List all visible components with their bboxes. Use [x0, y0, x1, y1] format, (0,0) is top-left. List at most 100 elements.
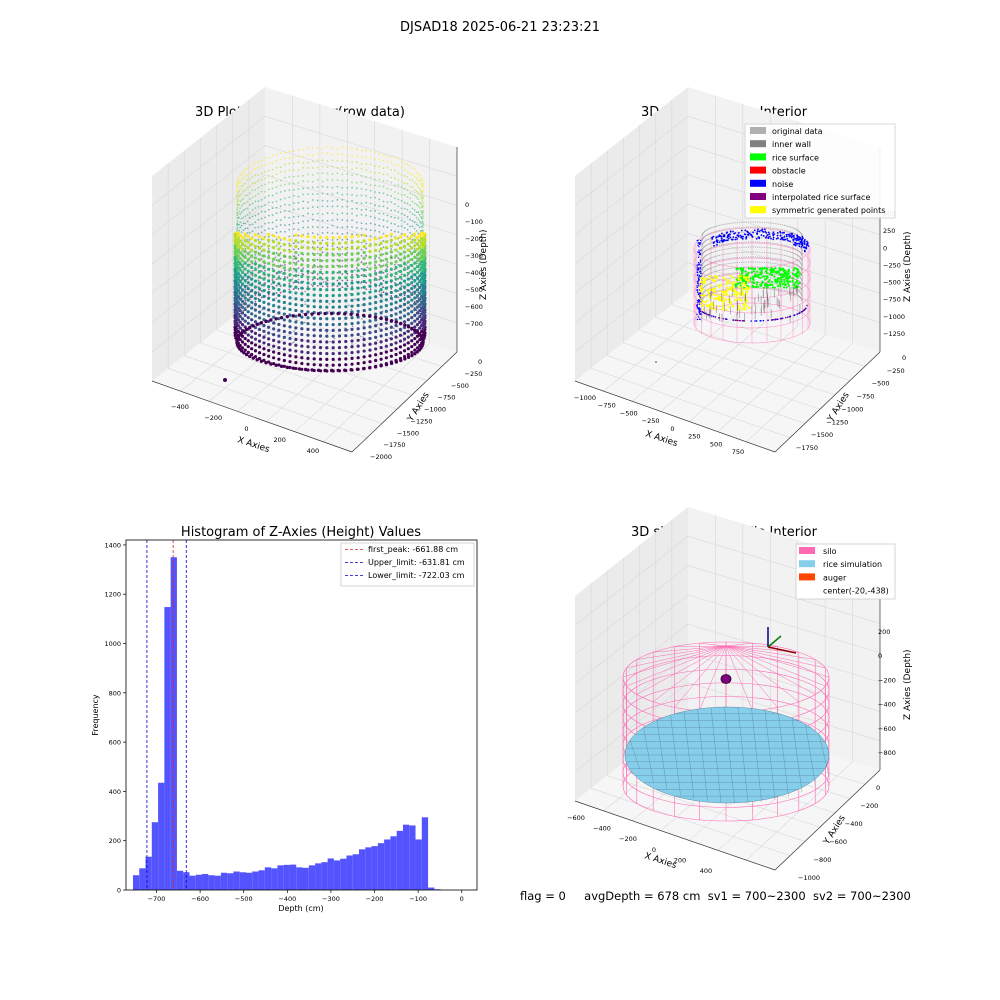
data-point — [410, 353, 414, 358]
data-point — [311, 186, 314, 189]
legend-label: original data — [772, 127, 823, 136]
data-point — [264, 319, 268, 324]
inner-wall-point — [774, 277, 776, 280]
inner-wall-point — [750, 256, 752, 258]
noise-point — [696, 268, 699, 270]
data-point — [418, 187, 421, 190]
data-point — [351, 194, 353, 196]
data-point — [410, 234, 414, 238]
data-point — [237, 185, 240, 188]
inner-wall-point — [801, 270, 803, 272]
data-point — [288, 336, 292, 341]
inner-wall-point — [765, 247, 768, 249]
grid-line — [168, 368, 368, 438]
data-point — [403, 182, 406, 185]
data-point — [254, 253, 257, 256]
x-tick-label: 0 — [244, 425, 248, 433]
data-point — [246, 333, 250, 337]
data-point — [312, 287, 316, 291]
data-point — [394, 352, 398, 357]
data-point — [374, 229, 376, 232]
grid-line — [574, 116, 689, 206]
inner-wall-point — [726, 273, 728, 275]
data-point — [306, 345, 310, 349]
noise-point — [801, 237, 804, 240]
data-point — [378, 165, 381, 168]
data-point — [344, 258, 348, 262]
data-point — [415, 241, 420, 246]
inner-wall-point — [801, 255, 803, 257]
data-point — [312, 276, 316, 280]
data-point — [238, 314, 242, 319]
symmetric-point — [747, 275, 750, 279]
classify-plot-points — [655, 221, 811, 363]
noise-point — [726, 239, 729, 242]
data-point — [421, 179, 424, 182]
inner-wall-point — [768, 267, 770, 269]
histogram-bar — [277, 865, 284, 890]
data-point — [302, 155, 305, 158]
symmetric-point — [745, 287, 748, 290]
rice-surface-point — [752, 285, 755, 288]
data-point — [421, 234, 425, 238]
data-point — [420, 260, 424, 264]
data-point — [310, 272, 312, 274]
symmetric-point — [727, 306, 730, 309]
silo-roof-line — [626, 645, 727, 669]
symmetric-point — [741, 292, 744, 296]
data-point — [421, 275, 425, 279]
symmetric-point — [709, 277, 712, 280]
rice-surface-point — [770, 274, 774, 277]
data-point — [292, 242, 295, 245]
data-point — [311, 232, 314, 235]
interpolated-point — [705, 312, 707, 315]
inner-wall-point — [801, 265, 803, 267]
noise-point — [700, 272, 702, 275]
data-point — [248, 251, 251, 254]
noise-point — [795, 238, 797, 240]
data-point — [362, 326, 366, 330]
inner-wall-point — [717, 245, 719, 247]
data-point — [297, 247, 300, 250]
data-point — [236, 312, 240, 316]
inner-wall-point — [743, 246, 745, 248]
data-point — [318, 259, 323, 263]
data-point — [386, 207, 389, 209]
data-point — [418, 314, 422, 319]
rice-surface-point — [781, 275, 785, 279]
symmetric-point — [719, 283, 722, 286]
data-point — [379, 235, 383, 240]
data-point — [325, 235, 329, 240]
inner-wall-point — [801, 250, 803, 252]
data-point — [411, 207, 414, 210]
y-tick-label: −2000 — [370, 453, 392, 461]
data-point — [302, 174, 305, 177]
inner-wall-point — [772, 252, 774, 254]
data-point — [384, 350, 388, 354]
symmetric-point — [724, 278, 727, 281]
inner-wall-point — [763, 241, 765, 244]
data-point — [384, 280, 388, 284]
inner-wall-point — [704, 290, 706, 292]
noise-point — [779, 234, 782, 237]
data-point — [350, 252, 354, 256]
data-point — [365, 262, 368, 265]
rice-surface-point — [739, 281, 742, 285]
data-point — [391, 334, 394, 336]
data-point — [398, 333, 403, 337]
data-point — [271, 207, 274, 210]
symmetric-point — [734, 281, 737, 284]
data-point — [311, 213, 314, 216]
y-tick-label: −500 — [872, 380, 890, 388]
inner-wall-point — [717, 290, 719, 292]
data-point — [284, 197, 286, 200]
inner-wall-point — [790, 266, 792, 268]
inner-wall-point — [759, 281, 761, 283]
data-point — [325, 293, 329, 298]
data-point — [272, 327, 276, 331]
data-point — [374, 184, 376, 187]
data-point — [349, 312, 353, 316]
data-point — [373, 279, 375, 281]
data-point — [236, 220, 239, 223]
rice-surface-point — [757, 276, 760, 279]
